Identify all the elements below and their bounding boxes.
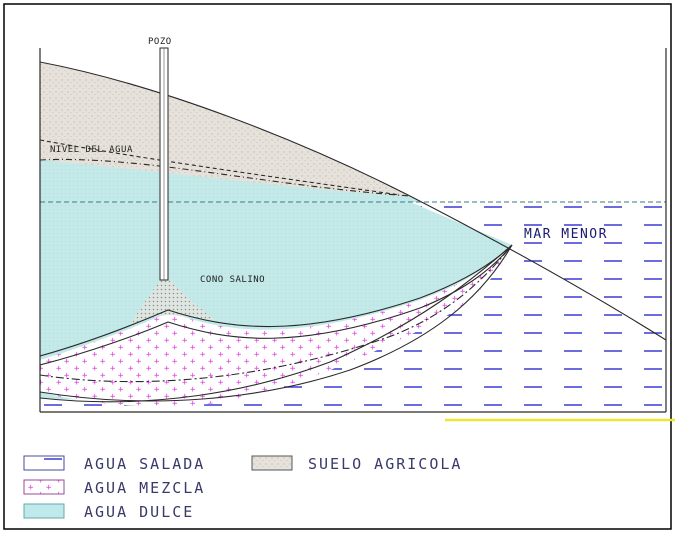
interface-line-5 — [40, 244, 513, 403]
legend-label-mixed-water: AGUA MEZCLA — [84, 479, 205, 497]
interface-line-1 — [40, 244, 513, 357]
legend-swatch-fresh-water — [23, 503, 65, 519]
water-level-label: NIVEL DEL AGUA — [50, 145, 133, 155]
legend-item-salt-water: AGUA SALADA — [23, 455, 205, 473]
terrain-surface-line — [40, 61, 666, 341]
well-label: POZO — [148, 37, 172, 47]
mixed-water-zone — [40, 245, 512, 407]
legend-swatch-salt-water — [23, 455, 65, 471]
legend: AGUA SALADA SUELO AGRICOLA AGUA MEZCLA A… — [23, 455, 462, 521]
salt-water-zone — [40, 202, 666, 412]
legend-item-fresh-water: AGUA DULCE — [23, 503, 194, 521]
legend-swatch-mixed-water — [23, 479, 65, 495]
saline-cone — [130, 272, 215, 325]
legend-label-fresh-water: AGUA DULCE — [84, 503, 194, 521]
interface-line-3 — [40, 244, 513, 383]
lagoon-label: MAR MENOR — [524, 227, 608, 242]
legend-swatch-agricultural-soil — [251, 455, 293, 471]
legend-label-agricultural-soil: SUELO AGRICOLA — [308, 455, 462, 473]
legend-label-salt-water: AGUA SALADA — [84, 455, 205, 473]
outer-border — [3, 3, 672, 530]
water-level-line — [40, 158, 411, 197]
agricultural-soil-zone — [40, 62, 410, 196]
interface-line-2 — [40, 244, 513, 366]
legend-item-mixed-water: AGUA MEZCLA — [23, 479, 205, 497]
legend-item-agricultural-soil: SUELO AGRICOLA — [251, 455, 462, 473]
original-water-level-line — [40, 139, 401, 196]
saline-cone-label: CONO SALINO — [200, 275, 265, 285]
well — [159, 47, 169, 281]
